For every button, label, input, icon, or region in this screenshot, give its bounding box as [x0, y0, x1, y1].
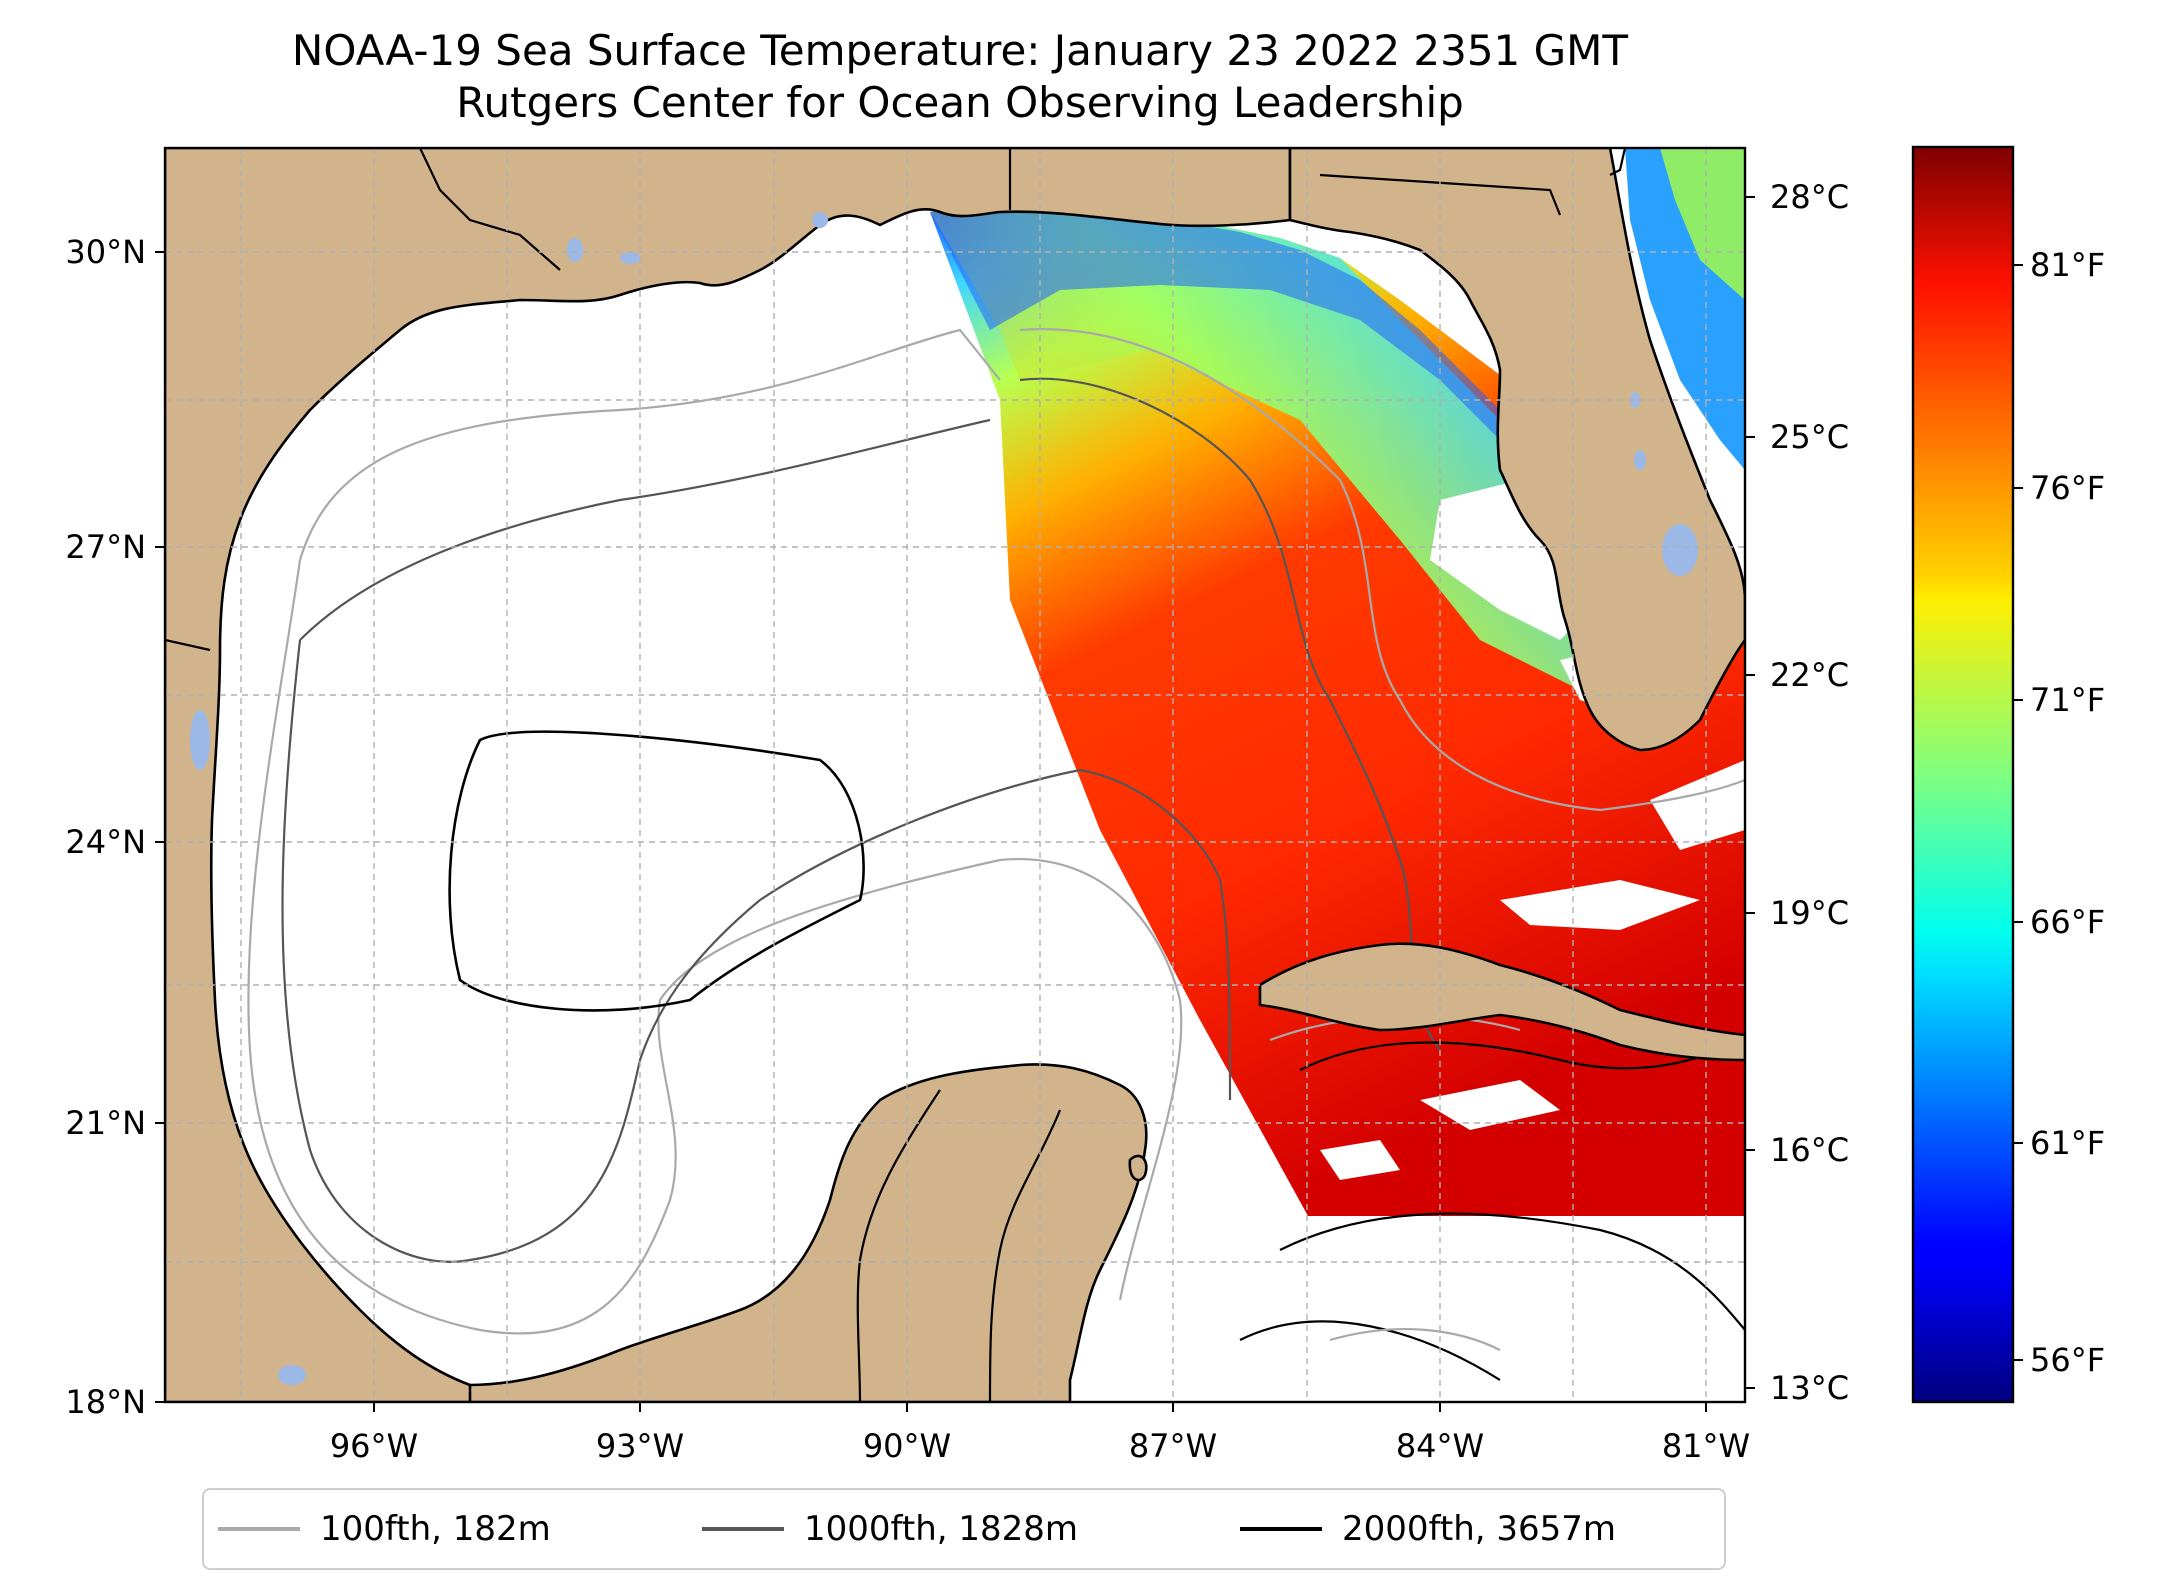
lon-tick-label: 96°W — [329, 1427, 419, 1465]
map-area — [165, 148, 1745, 1402]
colorbar — [1911, 145, 2015, 1404]
celsius-tick-label: 16°C — [1770, 1131, 1850, 1169]
map-title: NOAA-19 Sea Surface Temperature: January… — [291, 26, 1629, 75]
legend-label: 1000fth, 1828m — [804, 1509, 1079, 1549]
fahrenheit-tick-label: 71°F — [2030, 681, 2106, 719]
legend-item-100fth: 100fth, 182m — [218, 1490, 551, 1568]
legend-swatch — [1240, 1527, 1322, 1531]
legend-item-1000fth: 1000fth, 1828m — [702, 1490, 1078, 1568]
lat-tick-label: 24°N — [65, 823, 146, 861]
map-subtitle: Rutgers Center for Ocean Observing Leade… — [456, 78, 1464, 127]
fahrenheit-tick-label: 81°F — [2030, 246, 2106, 284]
celsius-tick-label: 22°C — [1770, 656, 1850, 694]
lon-tick-label: 87°W — [1128, 1427, 1218, 1465]
land — [165, 148, 1745, 1402]
lakes — [190, 212, 1698, 1385]
lat-tick-label: 27°N — [65, 528, 146, 566]
legend-item-2000fth: 2000fth, 3657m — [1240, 1490, 1616, 1568]
celsius-tick-label: 13°C — [1770, 1369, 1850, 1407]
fahrenheit-tick-label: 61°F — [2030, 1124, 2106, 1162]
colorbar-ticks — [2013, 264, 2023, 1361]
lon-tick-label: 84°W — [1395, 1427, 1485, 1465]
lon-tick-label: 81°W — [1661, 1427, 1751, 1465]
celsius-tick-label: 19°C — [1770, 894, 1850, 932]
contour-legend: 100fth, 182m 1000fth, 1828m 2000fth, 365… — [202, 1488, 1726, 1570]
fahrenheit-tick-label: 66°F — [2030, 903, 2106, 941]
legend-label: 2000fth, 3657m — [1342, 1509, 1617, 1549]
bathymetry-contours — [247, 328, 1745, 1381]
graticule — [165, 148, 1745, 1402]
lat-tick-label: 18°N — [65, 1383, 146, 1421]
map-ticks — [155, 196, 1755, 1412]
fahrenheit-tick-label: 56°F — [2030, 1341, 2106, 1379]
lat-tick-label: 21°N — [65, 1104, 146, 1142]
lon-tick-label: 90°W — [862, 1427, 952, 1465]
fahrenheit-tick-label: 76°F — [2030, 469, 2106, 507]
legend-label: 100fth, 182m — [320, 1509, 551, 1549]
celsius-tick-label: 28°C — [1770, 178, 1850, 216]
lat-tick-label: 30°N — [65, 233, 146, 271]
map-frame — [163, 146, 1747, 1404]
legend-swatch — [218, 1527, 300, 1531]
celsius-tick-label: 25°C — [1770, 418, 1850, 456]
lon-tick-label: 93°W — [595, 1427, 685, 1465]
legend-swatch — [702, 1527, 784, 1531]
